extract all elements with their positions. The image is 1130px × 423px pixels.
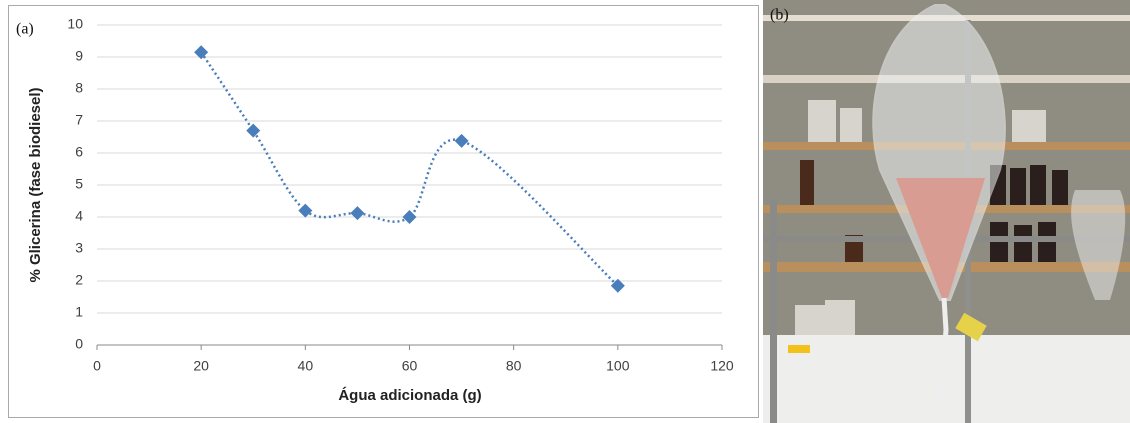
- funnel-liquid: [896, 178, 985, 298]
- data-line: [200, 51, 619, 287]
- x-tick-label: 120: [710, 358, 734, 374]
- tape: [788, 345, 810, 353]
- x-tick-label: 100: [606, 358, 630, 374]
- y-tick-label: 10: [67, 16, 83, 32]
- funnel-stem: [937, 297, 949, 406]
- y-tick-label: 7: [75, 112, 83, 128]
- chart-frame: [8, 5, 759, 418]
- bottles: [800, 160, 1068, 262]
- y-tick-label: 6: [75, 144, 83, 160]
- second-funnel: [1071, 190, 1126, 300]
- x-tick-label: 80: [506, 358, 522, 374]
- y-tick-label: 8: [75, 80, 83, 96]
- x-tick-label: 20: [193, 358, 209, 374]
- data-point: [454, 133, 469, 148]
- x-tick-label: 60: [402, 358, 418, 374]
- data-point: [298, 203, 313, 218]
- data-point: [610, 278, 625, 293]
- photo-label: (b): [770, 7, 789, 24]
- y-tick-label: 9: [75, 48, 83, 64]
- x-tick-label: 40: [298, 358, 314, 374]
- y-tick-label: 5: [75, 176, 83, 192]
- y-tick-label: 2: [75, 272, 83, 288]
- y-tick-label: 0: [75, 336, 83, 352]
- y-tick-label: 3: [75, 240, 83, 256]
- rod: [770, 200, 777, 423]
- x-tick-label: 0: [93, 358, 101, 374]
- panel-label: (a): [16, 21, 34, 38]
- y-tick-label: 4: [75, 208, 83, 224]
- data-point: [402, 210, 417, 224]
- photo: (b): [763, 0, 1130, 423]
- data-point: [194, 45, 209, 60]
- funnel-glass: [872, 4, 1006, 301]
- data-point: [350, 206, 365, 221]
- jars: [795, 100, 1046, 335]
- data-point: [246, 123, 261, 138]
- x-axis-title: Água adicionada (g): [338, 387, 481, 404]
- y-tick-label: 1: [75, 304, 83, 320]
- stopcock: [955, 312, 987, 342]
- y-axis-title: % Glicerina (fase biodiesel): [27, 87, 44, 282]
